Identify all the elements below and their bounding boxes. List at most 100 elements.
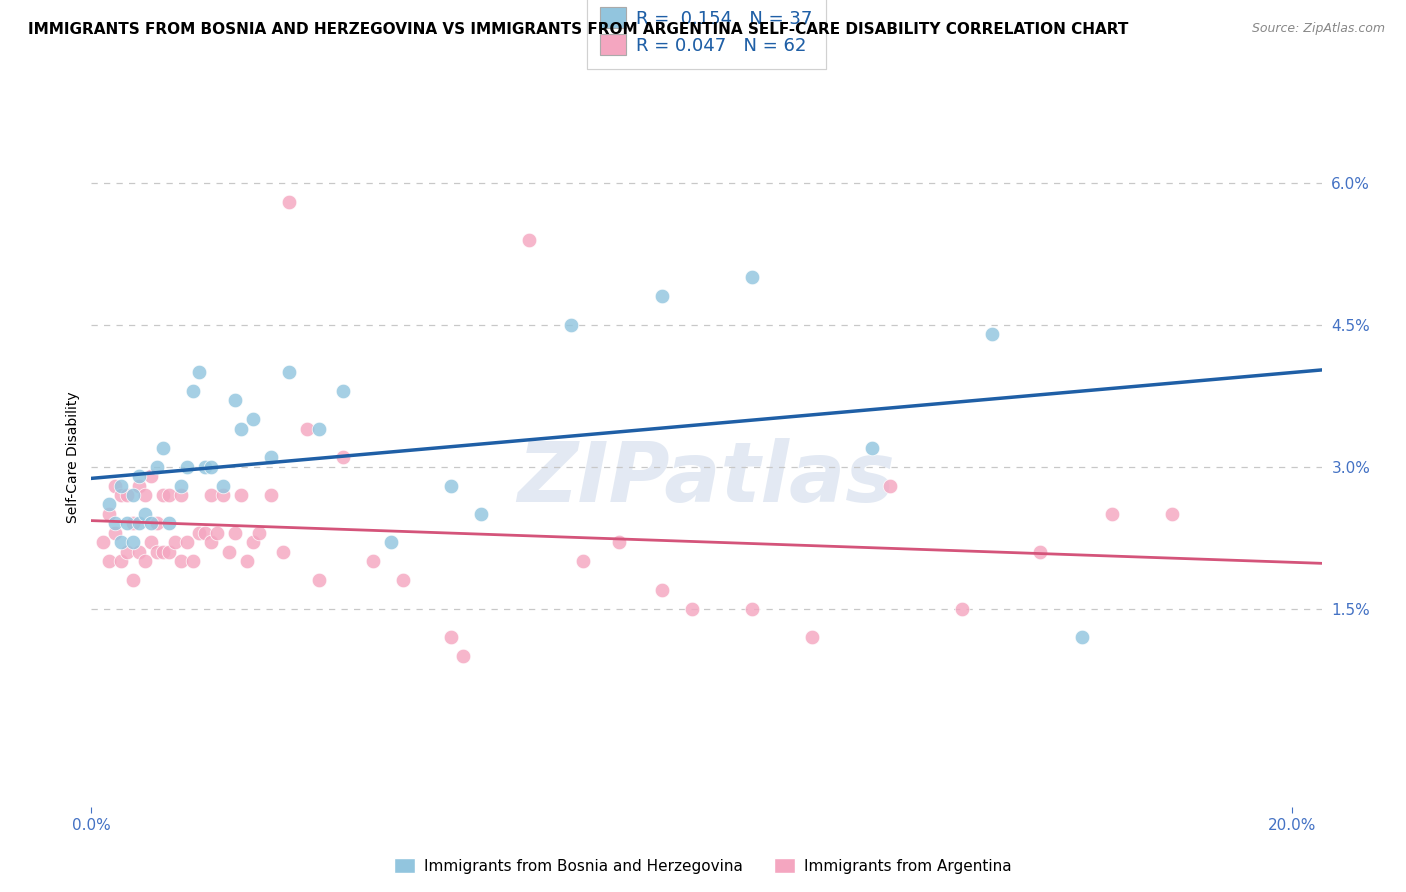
Point	[110, 478, 132, 492]
Point	[183, 384, 205, 398]
Point	[236, 554, 259, 568]
Point	[157, 516, 180, 531]
Point	[134, 554, 156, 568]
Point	[152, 545, 174, 559]
Legend: R =  0.154   N = 37, R = 0.047   N = 62: R = 0.154 N = 37, R = 0.047 N = 62	[586, 0, 827, 69]
Point	[308, 422, 330, 436]
Point	[392, 573, 415, 587]
Point	[152, 441, 174, 455]
Point	[98, 498, 121, 512]
Point	[650, 582, 672, 597]
Point	[122, 535, 145, 549]
Point	[128, 545, 150, 559]
Point	[110, 488, 132, 502]
Point	[128, 478, 150, 492]
Point	[231, 422, 253, 436]
Point	[560, 318, 582, 332]
Point	[207, 525, 229, 540]
Point	[200, 488, 222, 502]
Point	[218, 545, 240, 559]
Text: ZIPatlas: ZIPatlas	[517, 438, 896, 518]
Point	[650, 289, 672, 303]
Point	[224, 525, 246, 540]
Point	[170, 478, 193, 492]
Point	[141, 469, 163, 483]
Point	[146, 516, 169, 531]
Point	[572, 554, 595, 568]
Point	[98, 554, 121, 568]
Point	[212, 478, 235, 492]
Point	[152, 488, 174, 502]
Point	[380, 535, 402, 549]
Point	[93, 535, 115, 549]
Point	[176, 459, 198, 474]
Point	[332, 450, 354, 465]
Point	[128, 469, 150, 483]
Point	[110, 535, 132, 549]
Point	[117, 545, 139, 559]
Point	[453, 648, 475, 663]
Point	[278, 365, 301, 379]
Point	[242, 535, 264, 549]
Text: IMMIGRANTS FROM BOSNIA AND HERZEGOVINA VS IMMIGRANTS FROM ARGENTINA SELF-CARE DI: IMMIGRANTS FROM BOSNIA AND HERZEGOVINA V…	[28, 22, 1129, 37]
Point	[194, 459, 217, 474]
Point	[519, 233, 541, 247]
Y-axis label: Self-Care Disability: Self-Care Disability	[66, 392, 80, 523]
Point	[188, 365, 211, 379]
Point	[141, 535, 163, 549]
Point	[231, 488, 253, 502]
Point	[609, 535, 631, 549]
Point	[117, 488, 139, 502]
Point	[110, 554, 132, 568]
Point	[122, 516, 145, 531]
Point	[332, 384, 354, 398]
Point	[224, 393, 246, 408]
Point	[1101, 507, 1123, 521]
Point	[117, 516, 139, 531]
Point	[1070, 630, 1092, 644]
Point	[165, 535, 187, 549]
Point	[1028, 545, 1050, 559]
Point	[260, 450, 283, 465]
Point	[188, 525, 211, 540]
Point	[176, 535, 198, 549]
Point	[741, 270, 763, 285]
Point	[122, 488, 145, 502]
Point	[157, 545, 180, 559]
Point	[273, 545, 295, 559]
Point	[308, 573, 330, 587]
Point	[470, 507, 492, 521]
Point	[170, 554, 193, 568]
Point	[363, 554, 385, 568]
Point	[104, 478, 127, 492]
Point	[879, 478, 901, 492]
Point	[98, 507, 121, 521]
Point	[200, 535, 222, 549]
Point	[170, 488, 193, 502]
Point	[128, 516, 150, 531]
Point	[146, 545, 169, 559]
Legend: Immigrants from Bosnia and Herzegovina, Immigrants from Argentina: Immigrants from Bosnia and Herzegovina, …	[388, 852, 1018, 880]
Point	[242, 412, 264, 426]
Point	[141, 516, 163, 531]
Point	[122, 573, 145, 587]
Point	[440, 478, 463, 492]
Point	[278, 194, 301, 209]
Point	[297, 422, 319, 436]
Point	[157, 488, 180, 502]
Point	[104, 525, 127, 540]
Point	[1160, 507, 1182, 521]
Point	[200, 459, 222, 474]
Point	[183, 554, 205, 568]
Point	[146, 459, 169, 474]
Point	[681, 601, 703, 615]
Point	[249, 525, 271, 540]
Point	[860, 441, 883, 455]
Point	[980, 327, 1002, 342]
Point	[104, 516, 127, 531]
Point	[260, 488, 283, 502]
Point	[800, 630, 823, 644]
Point	[440, 630, 463, 644]
Point	[134, 488, 156, 502]
Point	[741, 601, 763, 615]
